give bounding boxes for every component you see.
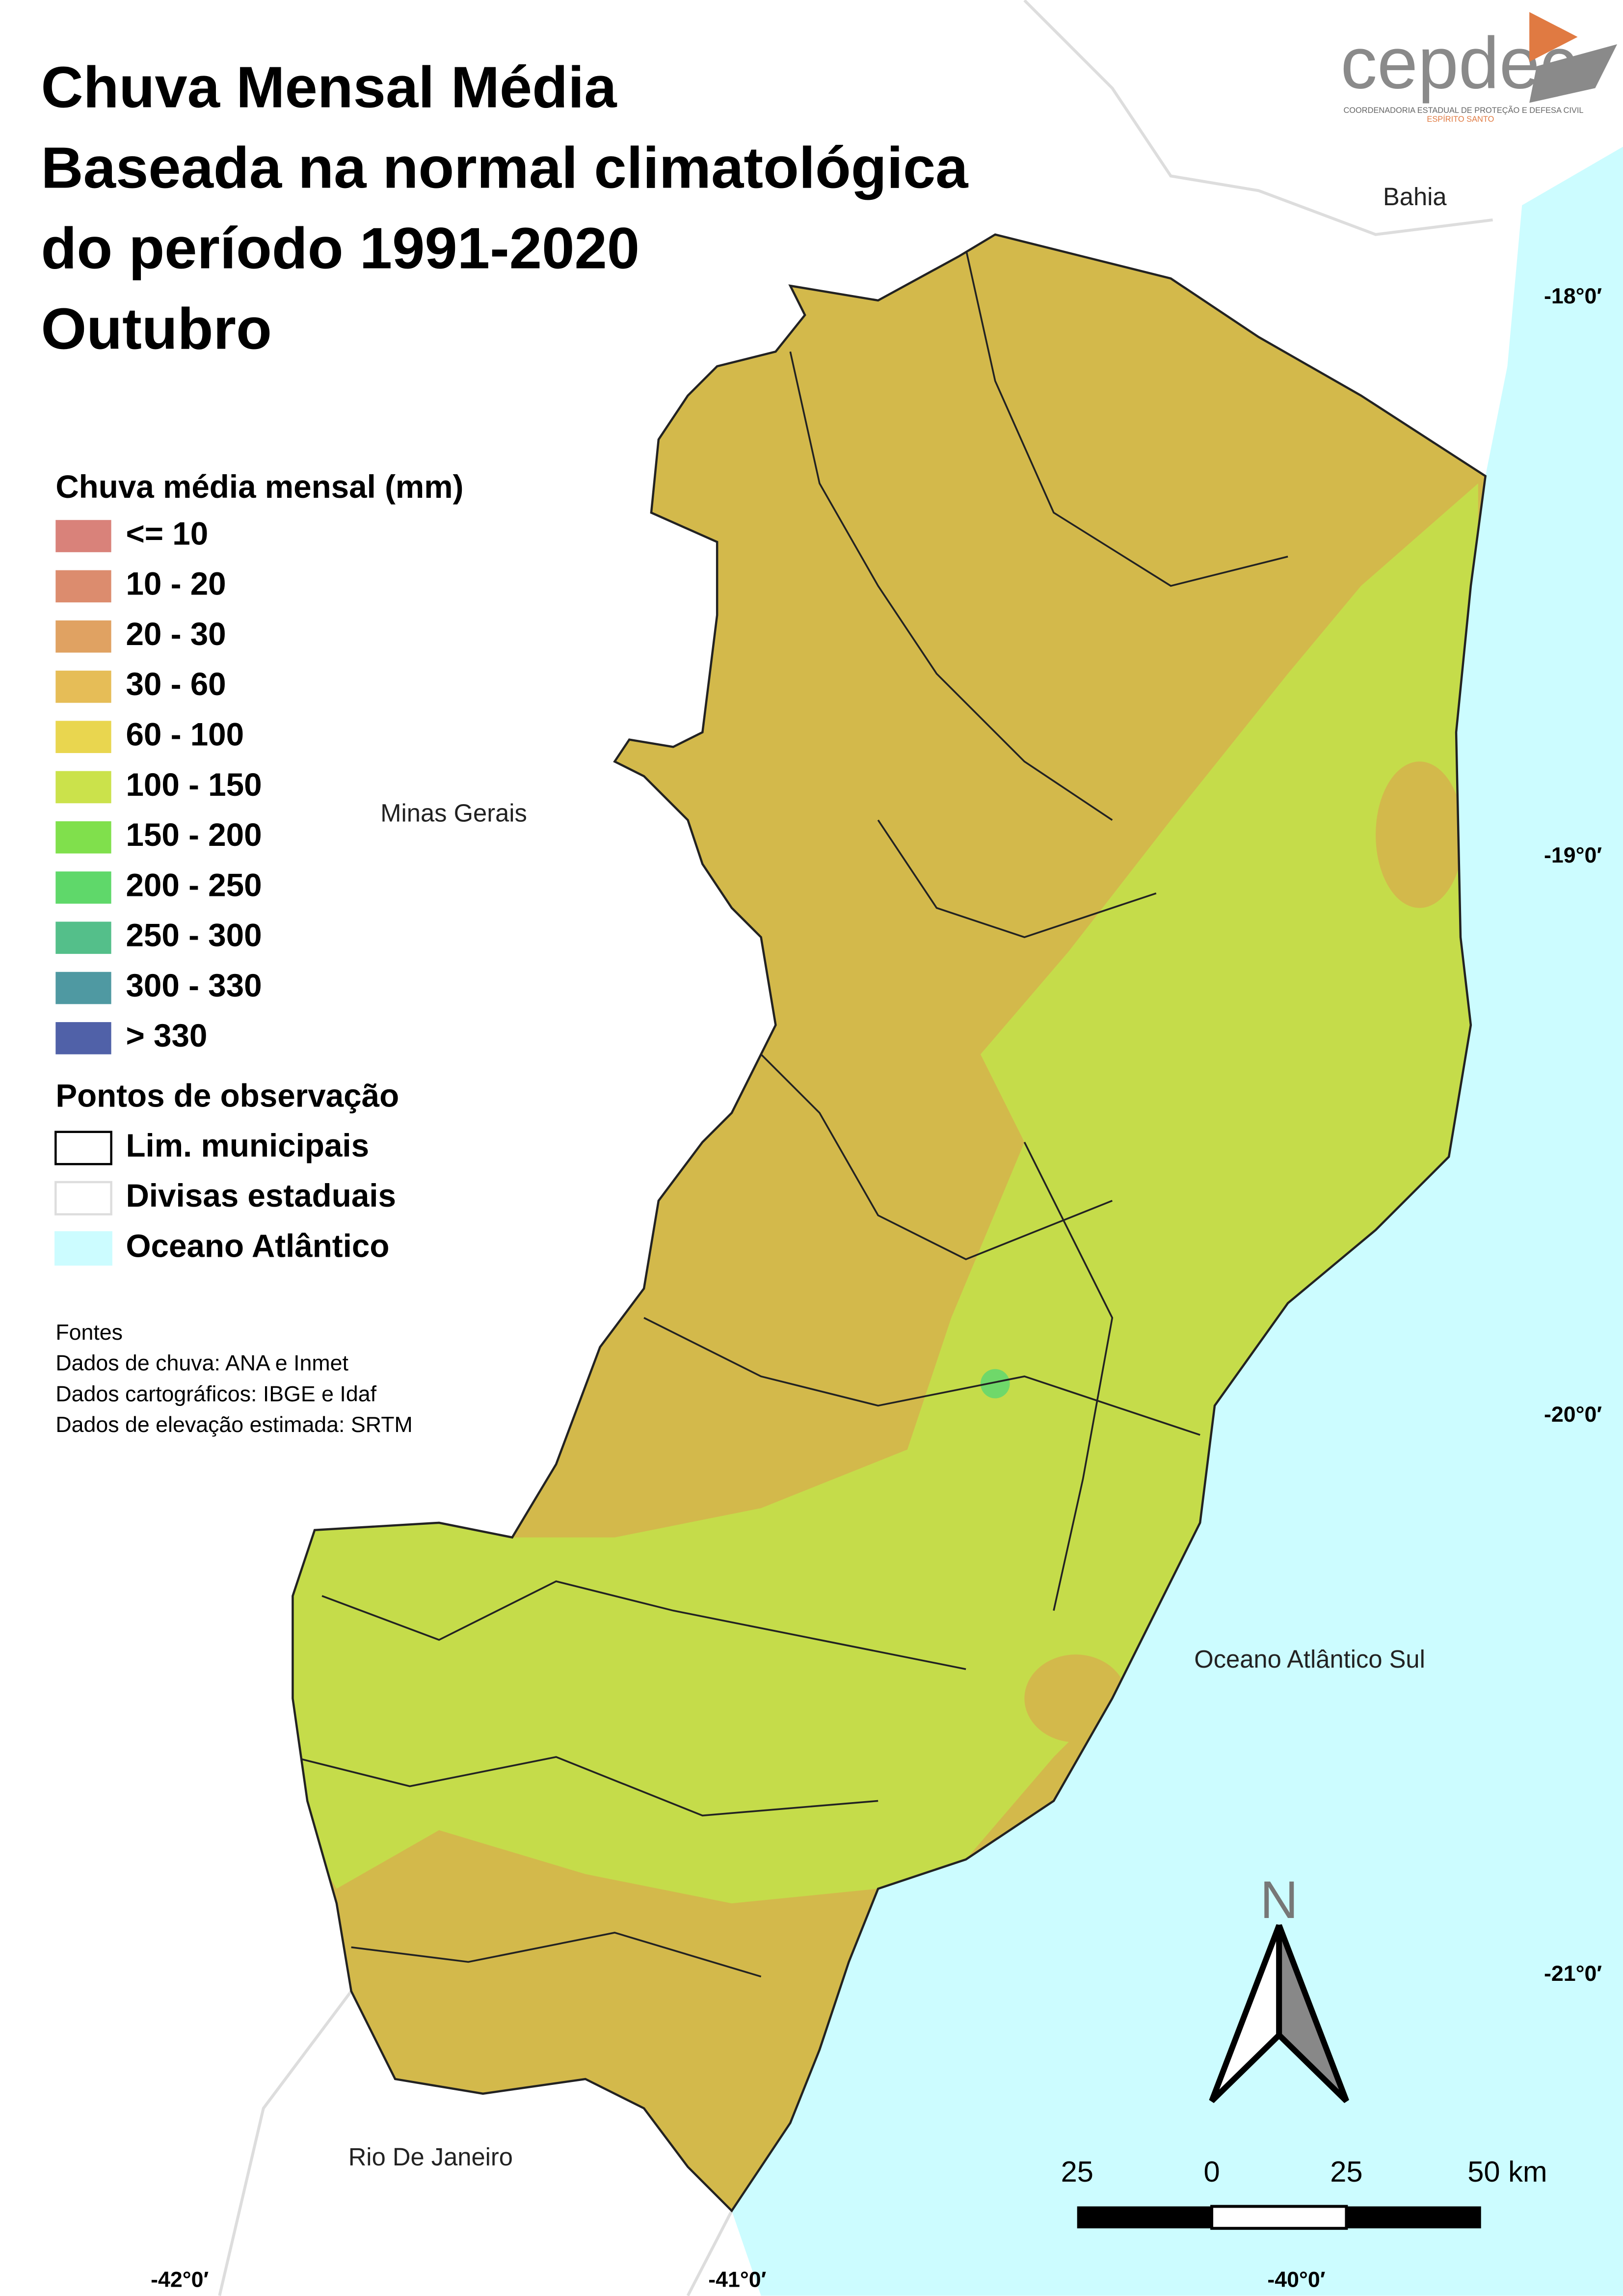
source-line: Fontes bbox=[55, 1321, 123, 1345]
scale-label: 0 bbox=[1203, 2155, 1220, 2188]
north-arrow: N bbox=[1209, 1870, 1349, 2104]
legend-layers-title: Pontos de observação bbox=[55, 1078, 399, 1113]
legend-label: 200 - 250 bbox=[126, 867, 262, 903]
scale-segment bbox=[1346, 2206, 1481, 2229]
title-block: Chuva Mensal Média Baseada na normal cli… bbox=[41, 54, 969, 361]
legend-swatch bbox=[55, 972, 111, 1004]
sources: Fontes Dados de chuva: ANA e Inmet Dados… bbox=[55, 1321, 412, 1437]
rain-30-60 bbox=[1376, 761, 1463, 908]
scale-label: 50 km bbox=[1467, 2155, 1547, 2188]
logo-subtitle: COORDENADORIA ESTADUAL DE PROTEÇÃO E DEF… bbox=[1343, 105, 1583, 115]
legend-swatch bbox=[54, 1181, 112, 1216]
legend-label: 300 - 330 bbox=[126, 968, 262, 1003]
legend-swatch bbox=[55, 721, 111, 753]
legend-label: 100 - 150 bbox=[126, 767, 262, 803]
rain-100-150 bbox=[293, 483, 1478, 1904]
legend-swatch bbox=[55, 1022, 111, 1054]
legend-label: 30 - 60 bbox=[126, 666, 226, 702]
latitude-label: -18°0′ bbox=[1544, 284, 1602, 308]
legend-label: 150 - 200 bbox=[126, 817, 262, 853]
legend-swatch bbox=[55, 620, 111, 653]
scale-label: 25 bbox=[1061, 2155, 1093, 2188]
scale-segment bbox=[1077, 2206, 1212, 2229]
place-label: Bahia bbox=[1383, 183, 1447, 211]
legend-label: <= 10 bbox=[126, 515, 208, 551]
legend-swatch bbox=[55, 821, 111, 854]
legend-swatch bbox=[55, 570, 111, 603]
legend-title: Chuva média mensal (mm) bbox=[55, 469, 463, 505]
source-line: Dados de chuva: ANA e Inmet bbox=[55, 1351, 348, 1376]
legend-label: 20 - 30 bbox=[126, 616, 226, 652]
legend-label: 60 - 100 bbox=[126, 716, 244, 752]
place-label: Oceano Atlântico Sul bbox=[1194, 1645, 1425, 1673]
state-border bbox=[218, 0, 1493, 2296]
legend-label: Lim. municipais bbox=[126, 1128, 369, 1163]
latitude-label: -20°0′ bbox=[1544, 1403, 1602, 1427]
source-line: Dados cartográficos: IBGE e Idaf bbox=[55, 1382, 376, 1406]
latitude-label: -19°0′ bbox=[1544, 843, 1602, 867]
longitude-label: -41°0′ bbox=[708, 2268, 766, 2292]
north-label: N bbox=[1260, 1870, 1298, 1929]
municipal-limits bbox=[293, 249, 1288, 1978]
rain-150-200 bbox=[980, 1369, 1010, 1399]
title-line: Baseada na normal climatológica bbox=[41, 135, 969, 200]
logo-shape bbox=[1529, 44, 1618, 103]
legend-swatch bbox=[55, 871, 111, 904]
legend-swatch bbox=[55, 771, 111, 804]
legend-swatch bbox=[55, 671, 111, 703]
legend-swatch bbox=[55, 921, 111, 954]
legend-label: 250 - 300 bbox=[126, 918, 262, 953]
scale-segment bbox=[1210, 2205, 1348, 2230]
ocean bbox=[731, 146, 1623, 2296]
place-label: Rio De Janeiro bbox=[348, 2143, 513, 2171]
source-line: Dados de elevação estimada: SRTM bbox=[55, 1413, 412, 1437]
title-line: Chuva Mensal Média bbox=[41, 54, 617, 120]
legend-label: Divisas estaduais bbox=[126, 1178, 396, 1214]
scale-label: 25 bbox=[1330, 2155, 1362, 2188]
place-label: Minas Gerais bbox=[380, 799, 527, 827]
latitude-label: -21°0′ bbox=[1544, 1962, 1602, 1986]
legend: Chuva média mensal (mm) Pontos de observ… bbox=[54, 469, 463, 1266]
title-line: Outubro bbox=[41, 296, 271, 361]
legend-label: Oceano Atlântico bbox=[126, 1228, 389, 1264]
legend-label: 10 - 20 bbox=[126, 566, 226, 602]
legend-swatch bbox=[54, 1131, 112, 1165]
scale-bar: 25 0 25 50 km bbox=[1061, 2155, 1547, 2230]
legend-swatch bbox=[55, 520, 111, 552]
legend-label: > 330 bbox=[126, 1018, 207, 1053]
logo-arrow bbox=[1529, 12, 1578, 62]
title-line: do período 1991-2020 bbox=[41, 216, 639, 281]
logo: cepdec COORDENADORIA ESTADUAL DE PROTEÇÃ… bbox=[1340, 12, 1618, 124]
longitude-label: -42°0′ bbox=[151, 2268, 209, 2292]
logo-state: ESPÍRITO SANTO bbox=[1427, 114, 1494, 124]
legend-swatch bbox=[54, 1231, 112, 1266]
state-outline bbox=[292, 233, 1487, 2213]
north-arrow-right bbox=[1276, 1924, 1349, 2104]
longitude-label: -40°0′ bbox=[1267, 2268, 1325, 2292]
